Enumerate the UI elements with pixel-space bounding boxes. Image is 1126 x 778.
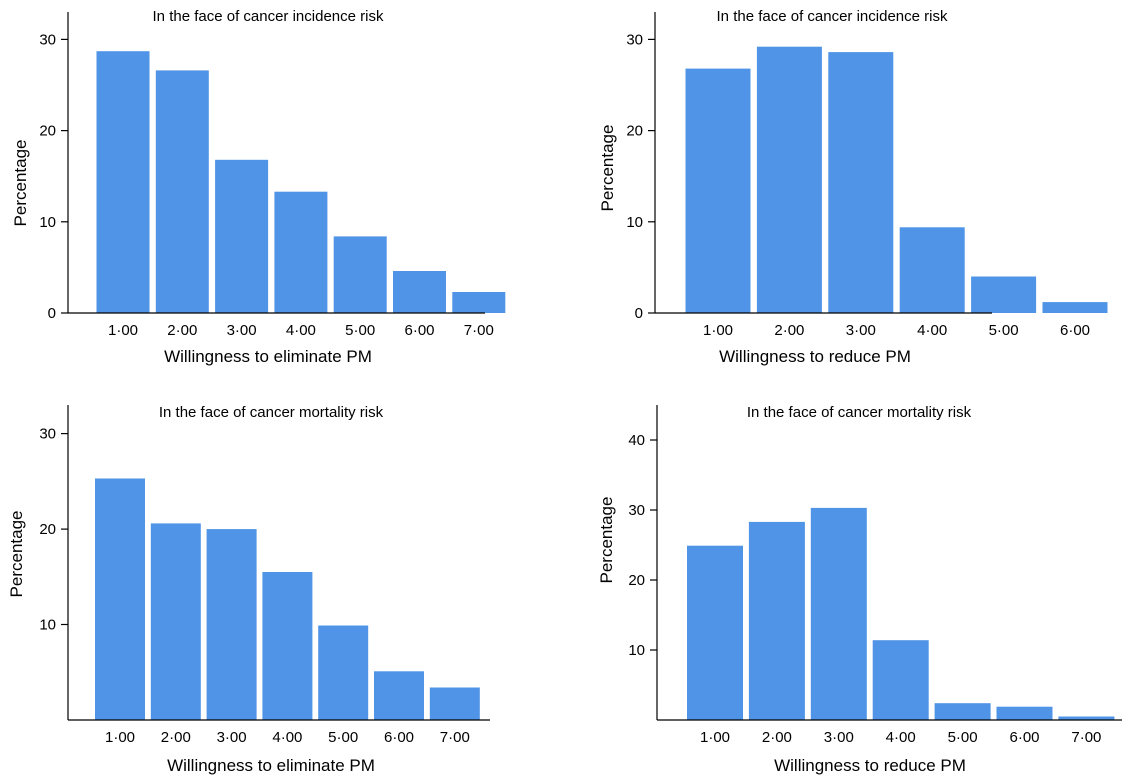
x-axis-label: Willingness to eliminate PM xyxy=(164,347,372,366)
x-tick-label: 4·00 xyxy=(917,322,947,339)
y-tick-label: 30 xyxy=(628,502,645,519)
bar xyxy=(1042,302,1108,313)
y-axis-label: Percentage xyxy=(11,140,30,227)
bar xyxy=(318,625,369,720)
y-tick-label: 0 xyxy=(635,305,643,322)
x-tick-label: 5·00 xyxy=(328,729,358,746)
x-tick-label: 5·00 xyxy=(345,322,375,339)
bar xyxy=(996,706,1053,720)
bar xyxy=(155,70,209,314)
chart-title: In the face of cancer mortality risk xyxy=(747,404,972,421)
bar xyxy=(971,276,1037,313)
x-tick-label: 1·00 xyxy=(703,322,733,339)
y-tick-label: 20 xyxy=(39,123,56,140)
x-tick-label: 3·00 xyxy=(824,729,854,746)
y-axis-label: Percentage xyxy=(598,125,617,212)
bar xyxy=(262,572,313,720)
x-tick-label: 2·00 xyxy=(161,729,191,746)
y-tick-label: 10 xyxy=(39,617,56,634)
bar xyxy=(872,640,929,720)
bar xyxy=(374,671,424,720)
x-tick-label: 4·00 xyxy=(286,322,316,339)
bar xyxy=(274,191,328,313)
bar xyxy=(810,507,867,720)
x-tick-label: 1·00 xyxy=(105,729,135,746)
y-tick-label: 20 xyxy=(39,521,56,538)
bar xyxy=(685,68,751,313)
chart-title: In the face of cancer incidence risk xyxy=(153,8,384,25)
x-axis-label: Willingness to reduce PM xyxy=(719,347,911,366)
x-tick-label: 1·00 xyxy=(700,729,730,746)
x-axis-label: Willingness to eliminate PM xyxy=(167,756,375,775)
y-tick-label: 10 xyxy=(39,214,56,231)
y-axis-label: Percentage xyxy=(597,497,616,584)
x-tick-label: 3·00 xyxy=(217,729,247,746)
bar xyxy=(215,159,269,313)
y-tick-label: 30 xyxy=(626,31,643,48)
y-tick-label: 20 xyxy=(626,123,643,140)
x-tick-label: 6·00 xyxy=(384,729,414,746)
x-tick-label: 5·00 xyxy=(948,729,978,746)
x-tick-label: 7·00 xyxy=(1071,729,1101,746)
bar xyxy=(934,703,991,720)
x-tick-label: 7·00 xyxy=(440,729,470,746)
chart-panel-bottom-right: In the face of cancer mortality risk Wil… xyxy=(597,404,1122,775)
x-tick-label: 4·00 xyxy=(886,729,916,746)
y-tick-label: 30 xyxy=(39,426,56,443)
bar xyxy=(828,52,894,313)
x-tick-label: 6·00 xyxy=(404,322,434,339)
chart-panel-top-left: In the face of cancer incidence risk Wil… xyxy=(11,8,506,366)
x-tick-label: 2·00 xyxy=(762,729,792,746)
y-tick-label: 10 xyxy=(626,214,643,231)
y-tick-label: 40 xyxy=(628,432,645,449)
x-tick-label: 4·00 xyxy=(272,729,302,746)
chart-panel-bottom-left: In the face of cancer mortality risk Wil… xyxy=(7,404,490,775)
y-tick-label: 20 xyxy=(628,572,645,589)
x-tick-label: 2·00 xyxy=(167,322,197,339)
y-tick-label: 10 xyxy=(628,642,645,659)
bar xyxy=(899,227,965,313)
bar xyxy=(1058,716,1115,720)
chart-panel-top-right: In the face of cancer incidence risk Wil… xyxy=(598,8,1108,366)
y-tick-label: 0 xyxy=(48,305,56,322)
x-tick-label: 1·00 xyxy=(108,322,138,339)
bar xyxy=(756,46,822,313)
bar xyxy=(393,271,446,313)
x-tick-label: 3·00 xyxy=(227,322,257,339)
x-axis-label: Willingness to reduce PM xyxy=(774,756,966,775)
bar xyxy=(452,292,506,313)
x-tick-label: 7·00 xyxy=(464,322,494,339)
x-tick-label: 2·00 xyxy=(774,322,804,339)
bar xyxy=(96,51,150,313)
bar xyxy=(429,687,480,720)
chart-title: In the face of cancer incidence risk xyxy=(717,8,948,25)
x-tick-label: 5·00 xyxy=(989,322,1019,339)
bar xyxy=(687,545,743,720)
bar xyxy=(95,478,145,720)
bar xyxy=(333,236,387,313)
bar xyxy=(206,529,257,720)
bar xyxy=(150,523,201,720)
x-tick-label: 6·00 xyxy=(1060,322,1090,339)
chart-title: In the face of cancer mortality risk xyxy=(159,404,384,421)
bar xyxy=(748,521,805,720)
y-axis-label: Percentage xyxy=(7,511,26,598)
y-tick-label: 30 xyxy=(39,31,56,48)
x-tick-label: 6·00 xyxy=(1009,729,1039,746)
x-tick-label: 3·00 xyxy=(846,322,876,339)
